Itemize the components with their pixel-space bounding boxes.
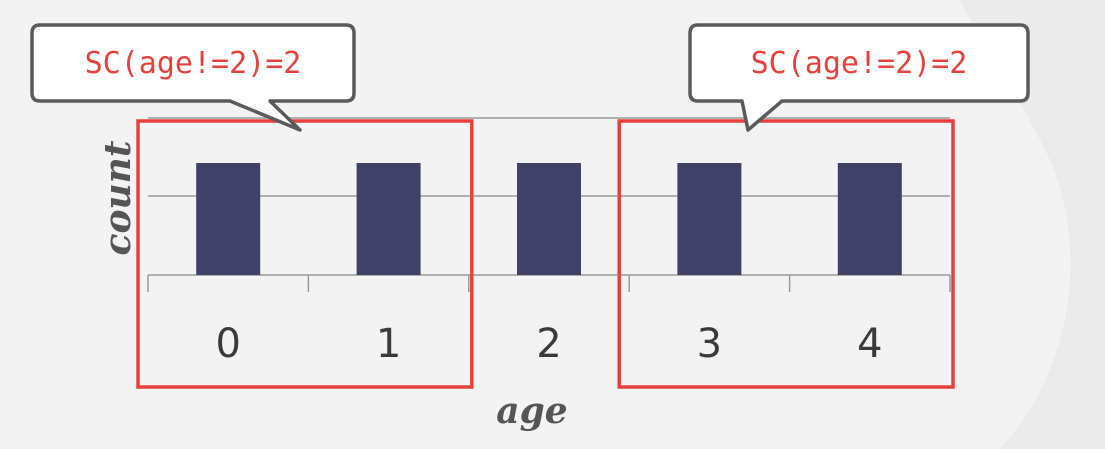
x-tick-label: 4 [857, 321, 882, 367]
x-tick-label: 3 [697, 321, 722, 367]
bar-3 [677, 163, 742, 275]
callout-bubble [30, 23, 356, 132]
callout-bubble [688, 23, 1030, 132]
bar-1 [356, 163, 421, 275]
bars-group [196, 163, 902, 275]
callout-label: SC(age!=2)=2 [85, 46, 302, 81]
x-tick-label: 0 [215, 321, 240, 367]
background-swoosh [960, 0, 1105, 449]
bar-4 [837, 163, 902, 275]
highlight-box [136, 119, 474, 389]
callout-label: SC(age!=2)=2 [751, 46, 968, 81]
highlight-groups: SC(age!=2)=2 SC(age!=2)=2 [30, 23, 1030, 389]
x-ticks [307, 275, 951, 292]
bar-0 [196, 163, 261, 275]
x-tick-label: 1 [376, 321, 401, 367]
highlight-group: SC(age!=2)=2 [617, 23, 1030, 389]
x-tick-labels: 0 1 2 3 4 [215, 321, 882, 367]
x-tick-label: 2 [536, 321, 561, 367]
highlight-box [617, 119, 955, 389]
y-axis-title: count [97, 140, 139, 255]
bar-2 [517, 163, 581, 275]
x-axis-title: age [496, 390, 567, 432]
highlight-group: SC(age!=2)=2 [30, 23, 474, 389]
